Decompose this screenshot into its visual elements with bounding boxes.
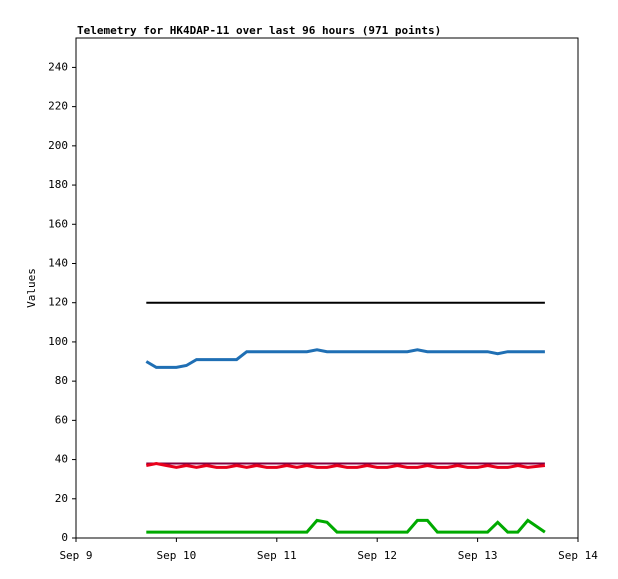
x-tick-label: Sep 12 [357, 549, 397, 562]
x-tick-label: Sep 14 [558, 549, 598, 562]
y-tick-label: 240 [48, 60, 68, 73]
y-tick-label: 20 [55, 492, 68, 505]
series-line [145, 348, 545, 369]
y-tick-label: 160 [48, 217, 68, 230]
y-tick-label: 80 [55, 374, 68, 387]
x-tick-label: Sep 9 [59, 549, 92, 562]
series-line [146, 518, 546, 534]
x-tick-label: Sep 13 [458, 549, 498, 562]
series-line [146, 461, 546, 469]
y-tick-label: 200 [48, 139, 68, 152]
plot-frame [75, 37, 579, 539]
y-axis-label: Values [25, 268, 38, 308]
x-tick-label: Sep 10 [157, 549, 197, 562]
y-tick-label: 0 [61, 531, 68, 544]
y-tick-label: 220 [48, 100, 68, 113]
x-tick-label: Sep 11 [257, 549, 297, 562]
y-tick-label: 40 [55, 453, 68, 466]
y-tick-label: 140 [48, 256, 68, 269]
y-tick-label: 180 [48, 178, 68, 191]
y-tick-label: 120 [48, 296, 68, 309]
y-tick-label: 60 [55, 413, 68, 426]
y-tick-label: 100 [48, 335, 68, 348]
chart-title: Telemetry for HK4DAP-11 over last 96 hou… [77, 24, 441, 37]
